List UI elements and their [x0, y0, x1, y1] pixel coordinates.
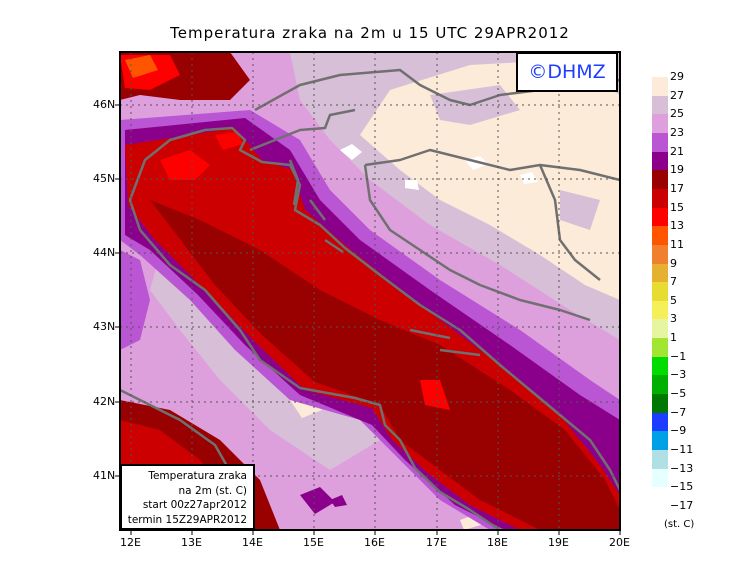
- legend-label: −17: [670, 498, 694, 512]
- field-warm-ne: [360, 60, 620, 300]
- legend-label: −3: [670, 368, 687, 382]
- legend-swatch: [652, 412, 668, 432]
- legend-swatch: [652, 226, 668, 245]
- legend-swatch: [652, 207, 668, 227]
- map-title: Temperatura zraka na 2m u 15 UTC 29APR20…: [170, 24, 570, 42]
- legend-swatch: [652, 338, 668, 357]
- lon-label: 20E: [609, 536, 630, 549]
- legend-swatch: [652, 356, 668, 376]
- legend-label: 25: [670, 107, 684, 121]
- legend-label: 17: [670, 181, 684, 195]
- legend-label: 27: [670, 88, 684, 102]
- graticule: [120, 52, 620, 530]
- info-line: Temperatura zraka: [148, 470, 247, 482]
- lon-label: 17E: [426, 536, 447, 549]
- legend-label: 9: [670, 256, 677, 270]
- axis-ticks: [115, 104, 621, 535]
- legend-label: 19: [670, 163, 684, 177]
- legend-label: 7: [670, 275, 677, 289]
- lat-label: 44N: [93, 246, 116, 259]
- lon-label: 18E: [487, 536, 508, 549]
- info-line: termin 15Z29APR2012: [127, 513, 247, 526]
- legend-swatch: [652, 151, 668, 171]
- legend-label: 3: [670, 312, 677, 326]
- legend-unit: (st. C): [664, 519, 695, 530]
- legend-label: −9: [670, 424, 687, 438]
- lon-label: 14E: [242, 536, 263, 549]
- legend-swatch: [652, 170, 668, 189]
- legend-label: −15: [670, 480, 694, 494]
- legend-swatch: [652, 282, 668, 301]
- legend-label: −1: [670, 349, 687, 363]
- lon-label: 19E: [548, 536, 569, 549]
- legend-label: −5: [670, 387, 687, 401]
- legend-swatch: [652, 319, 668, 339]
- lat-label: 43N: [93, 320, 116, 333]
- lon-label: 12E: [120, 536, 141, 549]
- lon-label: 13E: [181, 536, 202, 549]
- legend-swatch: [652, 244, 668, 264]
- legend-swatch: [652, 77, 668, 96]
- map-frame: [119, 51, 621, 531]
- legend-swatch: [652, 450, 668, 469]
- legend-swatch: [652, 468, 668, 488]
- field-sea-hot: [160, 132, 450, 410]
- lat-label: 46N: [93, 98, 116, 111]
- legend-swatch: [652, 132, 668, 152]
- info-line: na 2m (st. C): [178, 484, 247, 497]
- lon-label: 15E: [303, 536, 324, 549]
- legend-swatch: [652, 300, 668, 320]
- legend-label: 13: [670, 219, 684, 233]
- legend-swatch: [652, 431, 668, 451]
- field-italy-spots: [220, 474, 347, 514]
- legend-label: −13: [670, 461, 694, 475]
- legend-label: 29: [670, 70, 684, 83]
- legend-swatch: [652, 375, 668, 395]
- legend-swatch: [652, 394, 668, 413]
- legend-label: 15: [670, 200, 684, 214]
- legend-swatch: [652, 263, 668, 283]
- legend-swatch: [652, 188, 668, 208]
- legend-label: −11: [670, 443, 694, 456]
- legend-label: 5: [670, 293, 677, 307]
- legend-label: 23: [670, 125, 684, 139]
- dhmz-logo: ©DHMZ: [516, 52, 618, 92]
- legend-swatch: [652, 114, 668, 133]
- lat-label: 42N: [93, 395, 116, 408]
- legend-swatch: [652, 95, 668, 115]
- legend-label: 21: [670, 144, 684, 158]
- info-box: Temperatura zraka na 2m (st. C) start 00…: [120, 464, 255, 530]
- field-nw-orange: [125, 55, 158, 78]
- lat-label: 45N: [93, 172, 116, 185]
- field-sea-darkred: [150, 200, 620, 530]
- lat-label: 41N: [93, 469, 116, 482]
- field-tyrr-purple: [120, 250, 150, 350]
- legend-label: −7: [670, 405, 687, 419]
- field-light-patch: [430, 85, 600, 230]
- legend-label: 11: [670, 237, 684, 251]
- lon-label: 16E: [364, 536, 385, 549]
- info-line: start 00z27apr2012: [142, 499, 247, 511]
- legend-label: 1: [670, 331, 677, 345]
